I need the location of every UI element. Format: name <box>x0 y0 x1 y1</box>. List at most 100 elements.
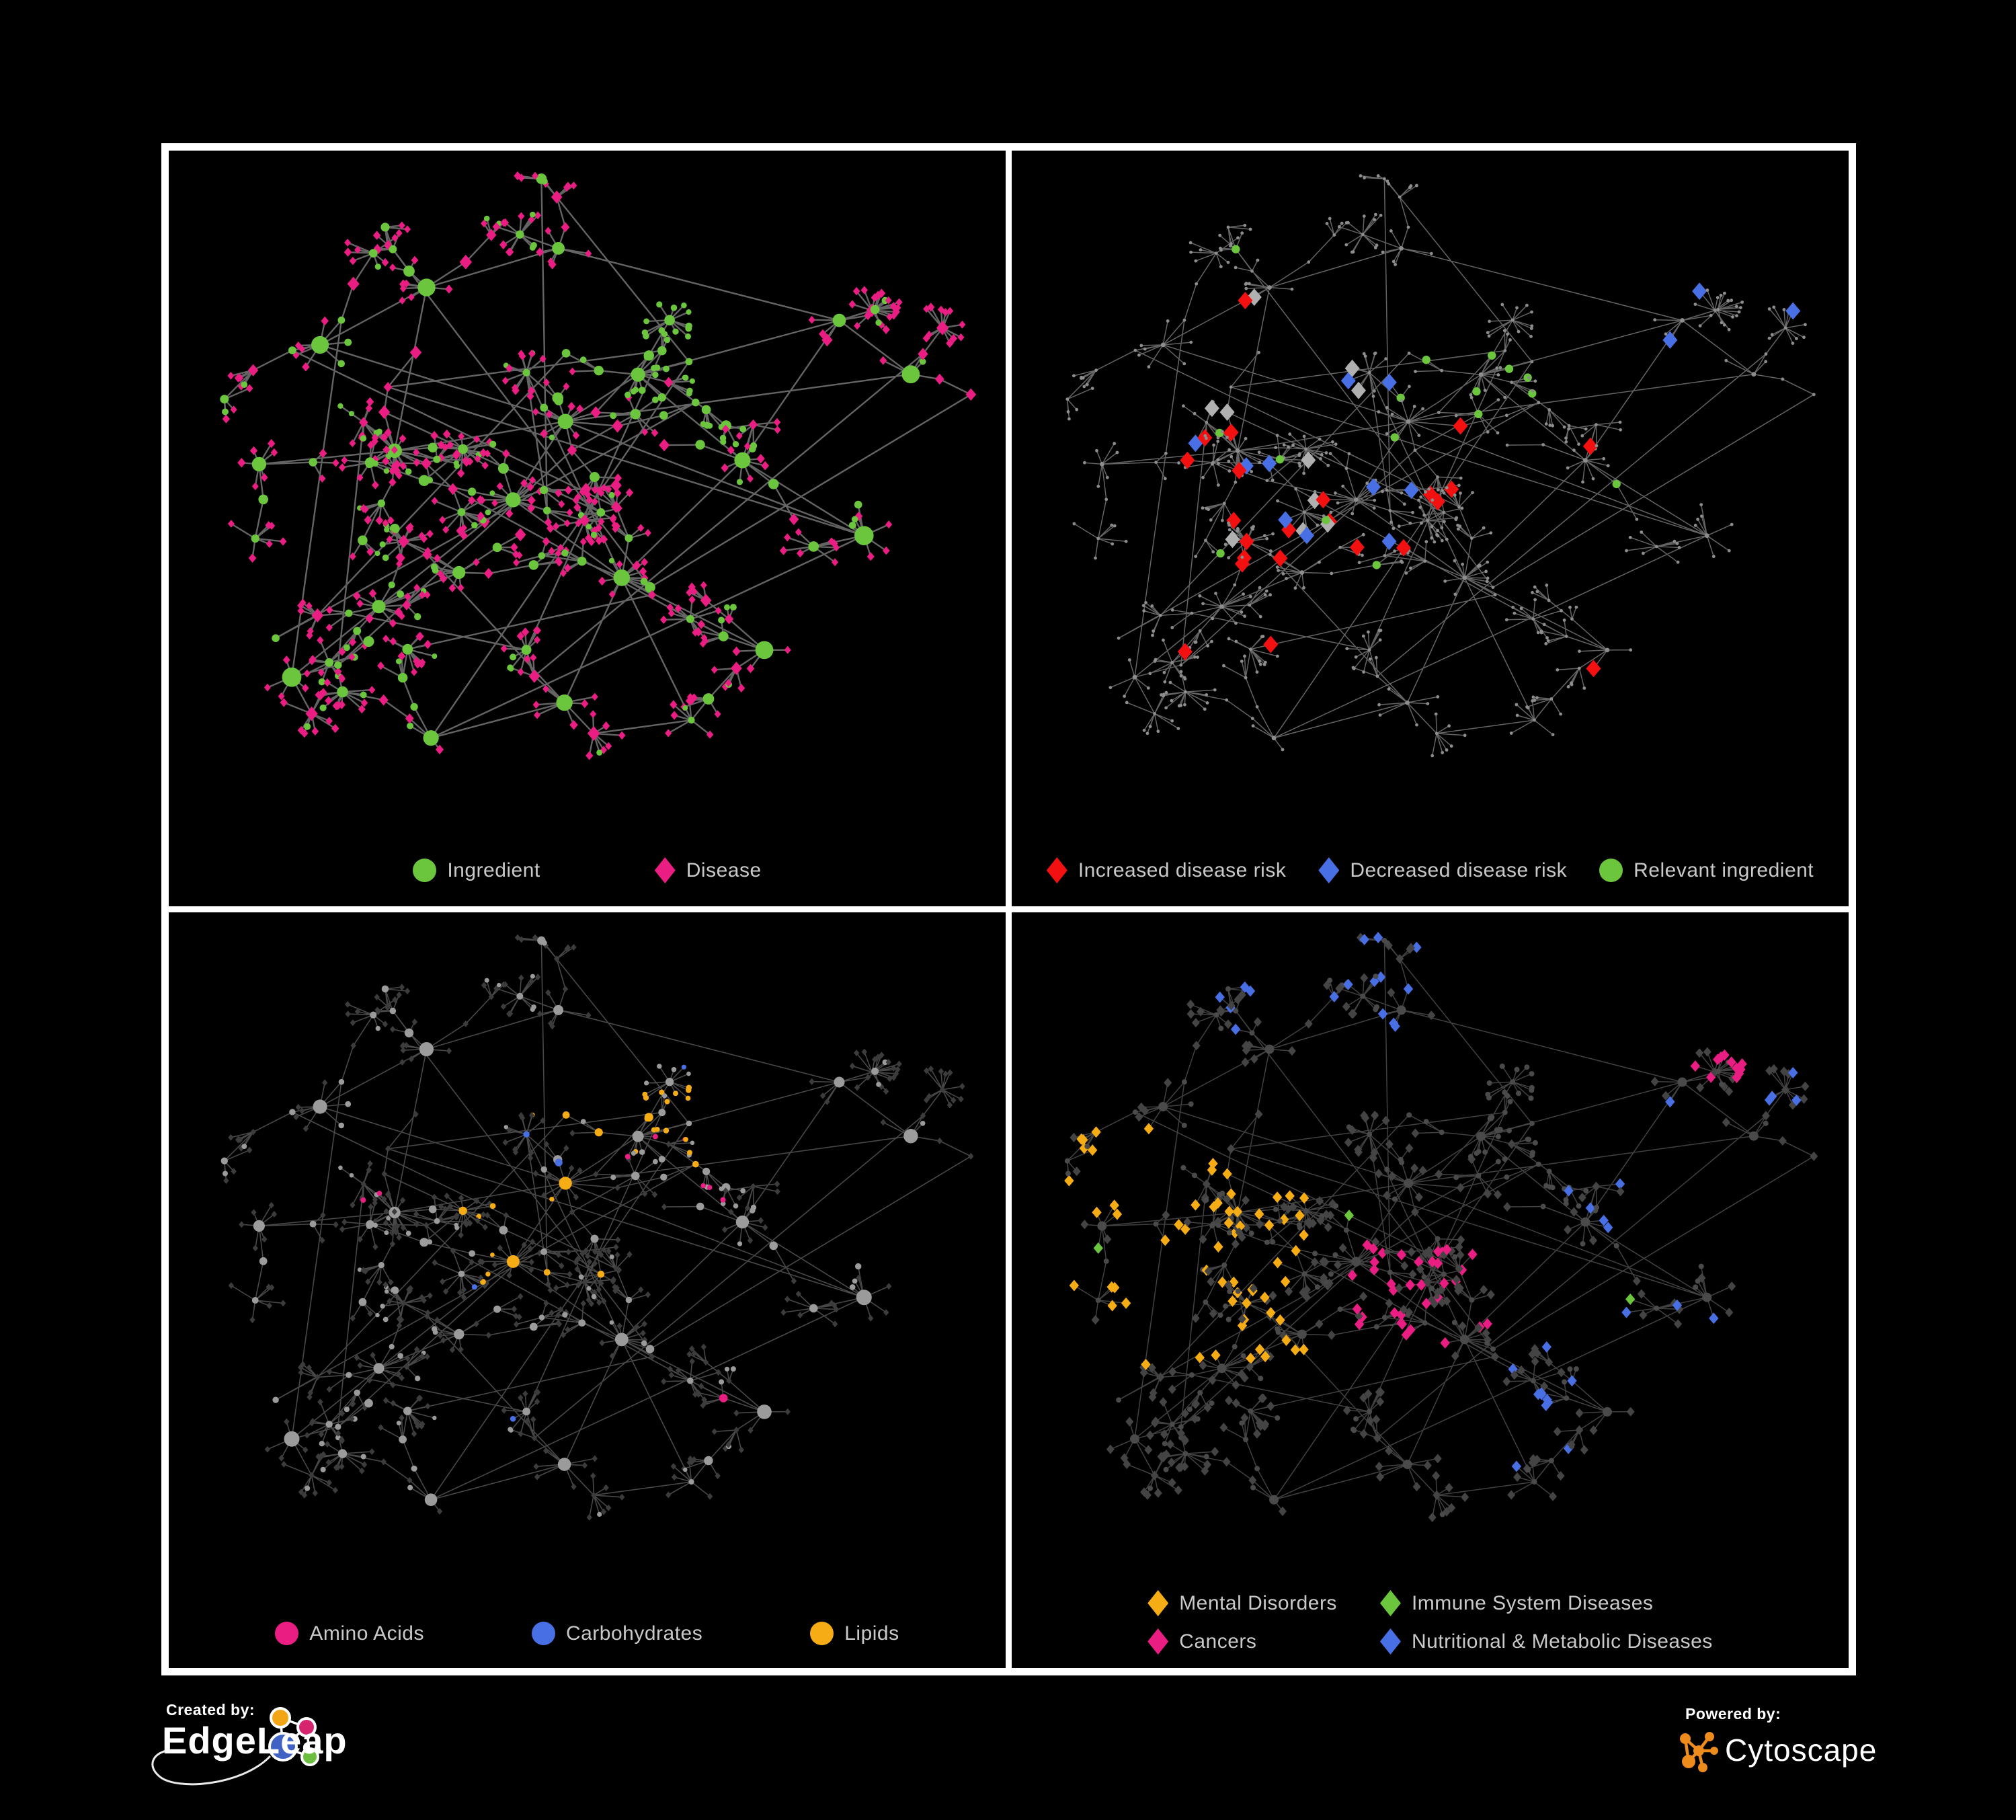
network-node <box>1285 1286 1293 1296</box>
network-node <box>405 1355 411 1362</box>
network-node <box>506 492 521 508</box>
network-node <box>1319 457 1322 461</box>
network-node <box>1562 1379 1568 1385</box>
network-node <box>686 387 693 394</box>
network-node <box>1731 315 1734 319</box>
network-node <box>586 496 594 505</box>
network-node <box>411 255 419 265</box>
network-node <box>1271 478 1275 482</box>
network-node <box>456 469 465 478</box>
legend-disease-categories: Mental Disorders Cancers Immune System Dis… <box>1012 1590 1849 1655</box>
network-node <box>326 1386 332 1393</box>
network-node <box>1177 643 1193 661</box>
network-node <box>514 528 526 542</box>
network-node <box>657 393 666 402</box>
network-node <box>686 1351 692 1358</box>
network-node <box>1191 1313 1200 1323</box>
network-node <box>1482 1318 1492 1330</box>
network-node <box>403 1363 410 1370</box>
network-node <box>389 245 397 253</box>
network-node <box>1186 999 1195 1009</box>
network-node <box>1778 1136 1787 1146</box>
network-node <box>1692 282 1707 301</box>
network-node <box>644 1113 653 1122</box>
network-node <box>1250 470 1254 473</box>
network-node <box>642 1190 648 1197</box>
network-node <box>323 678 331 687</box>
network-node <box>278 1454 284 1462</box>
network-node <box>527 496 536 506</box>
network-node <box>1400 399 1404 403</box>
network-node <box>555 1158 563 1166</box>
network-node <box>1440 1250 1449 1260</box>
network-node <box>1724 358 1728 362</box>
network-node <box>400 1047 406 1054</box>
network-node <box>1726 299 1730 303</box>
network-node <box>1545 584 1549 587</box>
network-node <box>424 1312 430 1320</box>
network-node <box>784 1408 791 1415</box>
network-node <box>856 1274 862 1281</box>
network-node <box>349 256 357 266</box>
legend-circle-marker <box>810 1622 834 1645</box>
network-node <box>1699 503 1703 506</box>
network-node <box>670 700 678 709</box>
network-node <box>1381 250 1385 254</box>
network-node <box>1369 1264 1379 1276</box>
cytoscape-icon-graph <box>1680 1732 1718 1772</box>
network-node <box>1784 1069 1793 1079</box>
network-node <box>359 1467 365 1474</box>
network-node <box>1225 436 1229 439</box>
network-node <box>1318 437 1322 441</box>
network-node <box>1287 1046 1296 1056</box>
network-node <box>1737 1058 1747 1070</box>
network-node <box>1144 1445 1153 1455</box>
network-node <box>1476 1132 1486 1142</box>
network-node <box>295 1103 301 1111</box>
network-node <box>540 1248 547 1255</box>
network-node <box>688 1479 694 1485</box>
network-node <box>1361 1113 1370 1123</box>
network-node <box>349 439 356 448</box>
network-node <box>1246 1352 1256 1364</box>
network-node <box>1238 1232 1246 1242</box>
network-node <box>644 1080 649 1086</box>
network-node <box>1578 1193 1586 1203</box>
network-node <box>922 333 930 343</box>
network-node <box>365 404 373 413</box>
network-node <box>539 354 547 363</box>
network-node <box>531 1434 538 1441</box>
network-node <box>641 1320 647 1327</box>
network-node <box>601 1246 607 1253</box>
network-node <box>1404 571 1408 575</box>
network-node <box>1097 1221 1107 1231</box>
network-node <box>1373 1324 1379 1330</box>
network-node <box>1268 593 1272 597</box>
network-node <box>1420 521 1423 525</box>
network-node <box>319 1441 325 1447</box>
network-node <box>1242 1041 1250 1051</box>
network-node <box>968 1152 974 1160</box>
network-node <box>569 1164 575 1172</box>
network-node <box>391 233 399 242</box>
network-node <box>1519 606 1523 610</box>
network-node <box>343 644 350 651</box>
network-node <box>1168 1384 1176 1394</box>
network-node <box>1075 407 1079 411</box>
network-node <box>510 654 517 661</box>
network-node <box>866 552 875 561</box>
network-node <box>1325 222 1329 225</box>
network-node <box>879 1052 885 1059</box>
network-node <box>1209 518 1213 522</box>
network-node <box>1377 1247 1387 1259</box>
network-node <box>1148 725 1152 728</box>
network-node <box>419 658 426 666</box>
legend-item: Disease <box>654 857 762 883</box>
network-node <box>875 319 882 326</box>
network-node <box>423 730 439 746</box>
network-node <box>737 684 745 693</box>
network-node <box>453 460 459 467</box>
network-node <box>1096 537 1100 541</box>
network-node <box>1219 1423 1228 1433</box>
network-node <box>311 727 319 736</box>
